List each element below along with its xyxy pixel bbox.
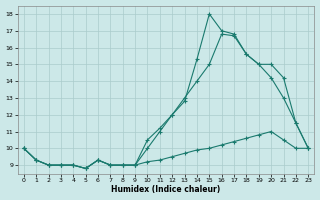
X-axis label: Humidex (Indice chaleur): Humidex (Indice chaleur) <box>111 185 221 194</box>
